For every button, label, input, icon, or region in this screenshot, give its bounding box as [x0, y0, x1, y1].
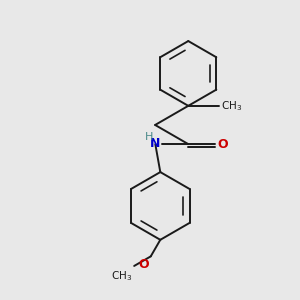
Text: CH$_3$: CH$_3$: [112, 269, 133, 283]
Text: H: H: [145, 132, 154, 142]
Text: O: O: [139, 258, 149, 271]
Text: N: N: [150, 137, 160, 150]
Text: O: O: [218, 138, 228, 151]
Text: CH$_3$: CH$_3$: [221, 99, 242, 113]
